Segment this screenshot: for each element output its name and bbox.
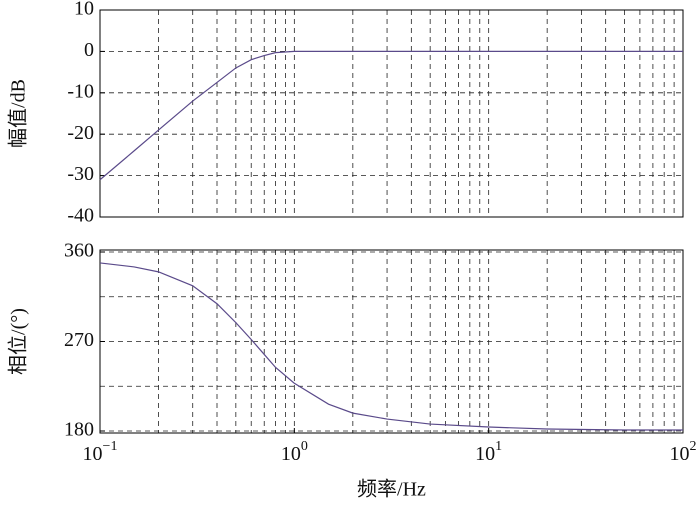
data-line: [99, 50, 683, 181]
y-tick-label: -40: [67, 205, 94, 227]
y-tick-label: 10: [74, 0, 94, 20]
y-tick-label: 360: [64, 240, 94, 262]
x-tick-base: 10: [281, 443, 301, 465]
x-tick-base: 10: [475, 443, 495, 465]
x-tick-exponent: 2: [690, 439, 697, 454]
y-tick-label: -10: [67, 80, 94, 102]
x-tick-label: 100: [281, 439, 308, 464]
x-tick-label: 102: [670, 439, 697, 464]
x-axis-label: 频率/Hz: [357, 478, 426, 501]
data-line: [99, 262, 683, 431]
y-tick-label: -20: [67, 122, 94, 144]
plot-frame: [99, 249, 684, 434]
y-axis-label: 相位/(°): [7, 308, 30, 375]
y-tick-label: 0: [84, 39, 94, 61]
x-tick-label: 10−1: [83, 439, 118, 464]
x-tick-exponent: 1: [495, 439, 502, 454]
x-tick-exponent: 0: [301, 439, 308, 454]
x-tick-label: 101: [475, 439, 502, 464]
y-tick-label: -30: [67, 163, 94, 185]
x-tick-base: 10: [670, 443, 690, 465]
x-tick-exponent: −1: [103, 439, 118, 454]
y-axis-label: 幅值/dB: [7, 79, 30, 148]
y-tick-label: 180: [64, 419, 94, 441]
y-tick-label: 270: [64, 329, 94, 351]
x-tick-base: 10: [83, 443, 103, 465]
plot-frame: [99, 9, 684, 218]
